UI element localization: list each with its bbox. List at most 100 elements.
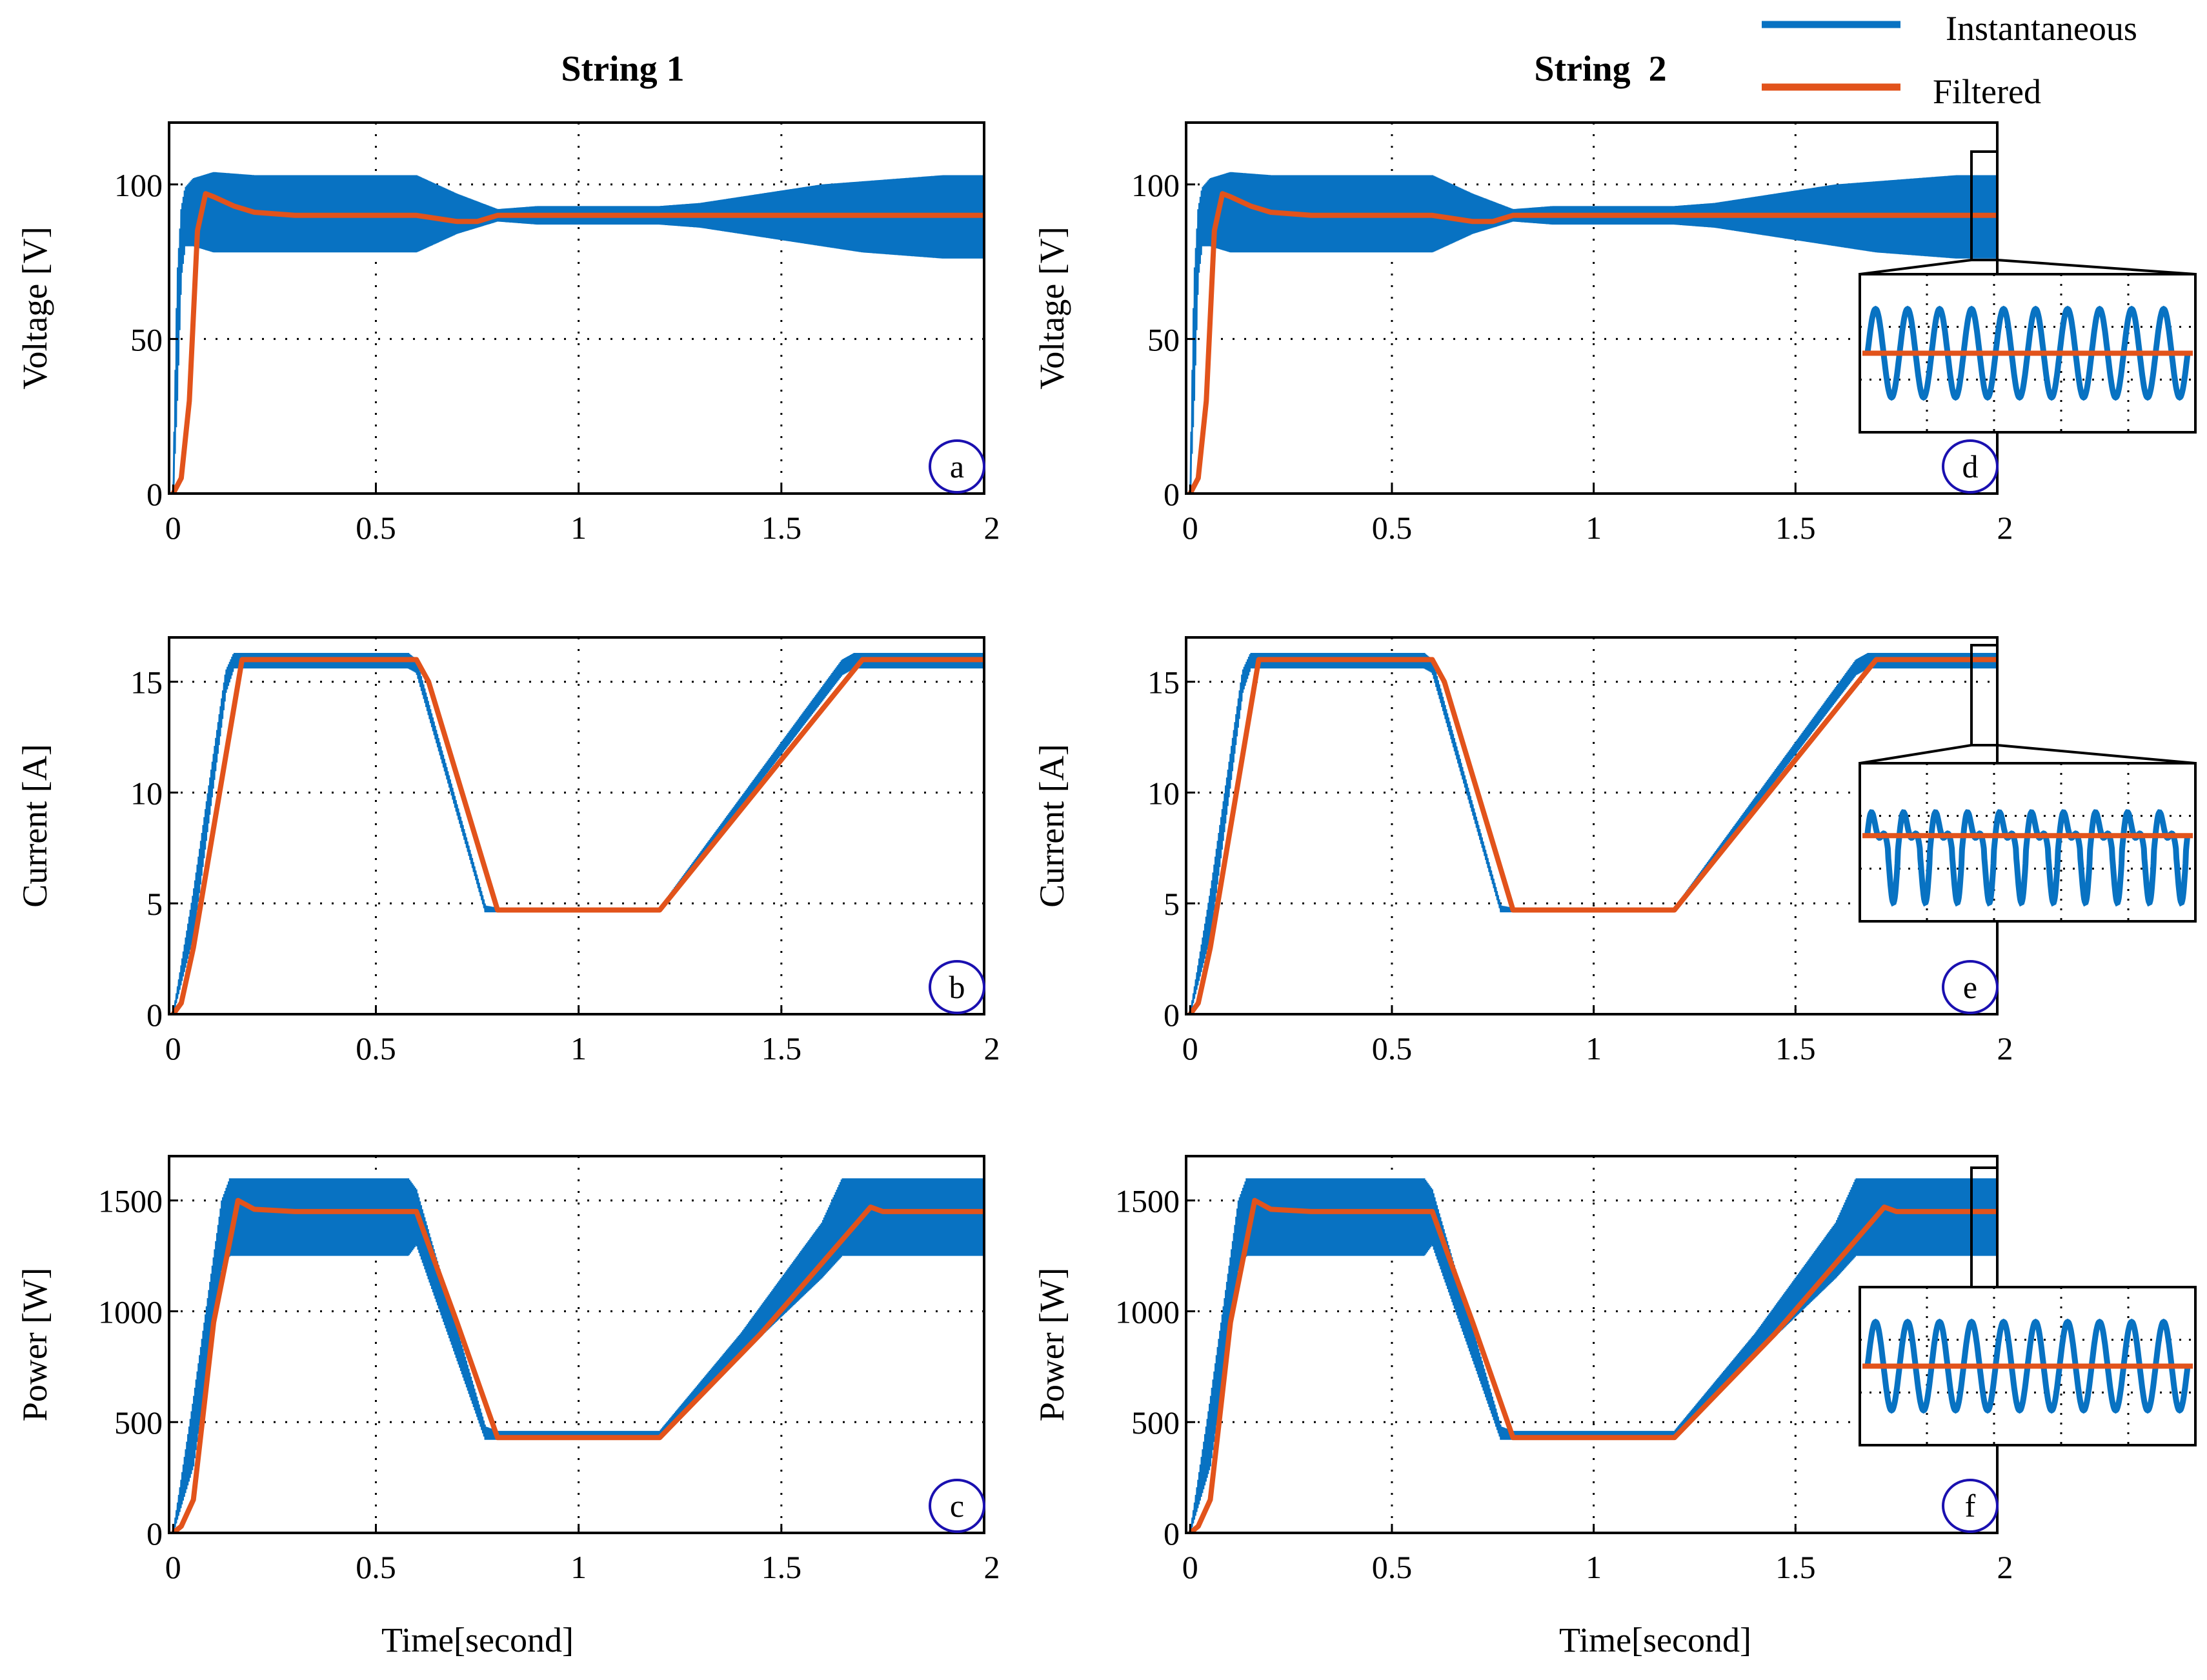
x-tick-label: 2 [984,1549,1000,1585]
y-tick-label: 1500 [1115,1183,1180,1219]
y-tick-label: 1500 [98,1183,163,1219]
zoom-connector-left [1859,259,1972,275]
panel-label-circle [929,960,985,1014]
x-tick-label: 0 [1182,510,1198,546]
x-tick-label: 1.5 [1775,1030,1816,1066]
y-tick-label: 10 [1147,775,1180,811]
series-filtered-a [170,191,984,494]
x-tick-label: 0.5 [356,1549,396,1585]
x-tick-label: 0 [165,510,181,546]
inset-d [1859,150,2197,434]
panel-label-circle [1942,1479,1999,1533]
series-filtered-c [171,1197,984,1533]
x-tick-label: 0.5 [1372,510,1413,546]
x-tick-label: 0.5 [1372,1549,1413,1585]
panel-label-e: e [1963,969,1977,1005]
plot-area-f [1188,1178,1997,1533]
y-tick-label: 0 [146,476,163,512]
y-tick-label: 500 [1131,1405,1180,1441]
x-tick-label: 1.5 [761,510,802,546]
column-title-string-1: String 1 [561,49,684,89]
x-axis-label-string-1: Time[second] [381,1621,574,1659]
series-filtered-f [1188,1197,1997,1533]
inset-f [1859,1166,2197,1446]
x-tick-label: 1 [570,510,587,546]
axes-frame-a [168,121,985,495]
x-tick-label: 0 [165,1030,181,1066]
legend-filtered-label: Filtered [1933,72,2041,111]
panel-label-b: b [949,969,965,1005]
y-tick-label: 15 [1147,665,1180,701]
x-tick-label: 2 [984,510,1000,546]
panel-label-d: d [1962,448,1979,485]
y-tick-label: 10 [130,775,163,811]
plot-area-c [171,1178,984,1533]
panel-label-f: f [1965,1488,1976,1524]
y-tick-label: 1000 [1115,1294,1180,1330]
y-tick-label: 0 [1164,1515,1180,1552]
series-instantaneous-a [172,172,984,494]
panel-c: 0 0.5 1 1.5 2 0 500 1000 1500 Power [W] c [15,1155,1000,1585]
panel-label-circle [929,439,985,494]
x-tick-label: 2 [984,1030,1000,1066]
y-tick-label: 0 [146,1515,163,1552]
x-tick-label: 0.5 [1372,1030,1413,1066]
panel-a: 0 0.5 1 1.5 2 0 50 100 Voltage [V] a [15,121,1000,546]
x-axis-label-string-2: Time[second] [1559,1621,1751,1659]
x-tick-label: 1 [1586,1549,1602,1585]
zoom-connector-right [1997,259,2196,275]
series-filtered-e [1188,657,1997,1014]
zoom-connector-left [1859,744,1972,765]
x-tick-label: 1.5 [1775,510,1816,546]
x-tick-label: 1.5 [1775,1549,1816,1585]
plot-area-d [1187,172,1997,494]
axes-frame-c [168,1155,985,1534]
x-tick-label: 1.5 [761,1030,802,1066]
panel-f: 0 0.5 1 1.5 2 0 500 1000 1500 Power [W] f [1033,1155,2013,1585]
panel-e: 0 0.5 1 1.5 2 0 5 10 15 Current [A] e [1033,636,2013,1066]
x-tick-label: 1.5 [761,1549,802,1585]
panel-label-a: a [950,448,964,485]
x-tick-label: 0 [1182,1030,1198,1066]
y-tick-label: 0 [1164,476,1180,512]
y-axis-label-b: Current [A] [15,744,54,907]
panel-label-c: c [950,1488,964,1524]
x-tick-label: 1 [570,1549,587,1585]
y-tick-label: 15 [130,665,163,701]
y-tick-label: 50 [1147,321,1180,357]
panel-label-circle [929,1479,985,1533]
x-tick-label: 0 [1182,1549,1198,1585]
series-filtered-d [1187,191,1997,494]
y-tick-label: 500 [114,1405,163,1441]
y-axis-label-d: Voltage [V] [1033,226,1071,389]
series-filtered-b [171,657,984,1014]
plot-area-b [171,652,984,1014]
y-tick-label: 100 [114,167,163,203]
y-tick-label: 0 [146,997,163,1033]
legend-instantaneous-label: Instantaneous [1946,9,2137,48]
x-tick-label: 2 [1997,1030,2013,1066]
x-tick-label: 2 [1997,1549,2013,1585]
legend: Instantaneous Filtered [1762,9,2137,111]
x-tick-label: 2 [1997,510,2013,546]
y-tick-label: 1000 [98,1294,163,1330]
y-tick-label: 0 [1164,997,1180,1033]
zoom-region-marker [1970,644,1999,746]
plot-area-a [170,172,984,494]
x-tick-label: 0.5 [356,510,396,546]
panel-b: 0 0.5 1 1.5 2 0 5 10 15 Current [A] b [15,636,1000,1066]
y-axis-label-f: Power [W] [1033,1268,1071,1421]
y-axis-label-e: Current [A] [1033,744,1071,907]
y-tick-label: 5 [146,886,163,922]
y-tick-label: 5 [1164,886,1180,922]
y-tick-label: 100 [1131,167,1180,203]
y-axis-label-a: Voltage [V] [15,226,54,389]
y-tick-label: 50 [130,321,163,357]
inset-e [1859,644,2197,923]
x-tick-label: 0.5 [356,1030,396,1066]
y-axis-label-c: Power [W] [15,1268,54,1421]
x-tick-label: 0 [165,1549,181,1585]
x-tick-label: 1 [1586,1030,1602,1066]
